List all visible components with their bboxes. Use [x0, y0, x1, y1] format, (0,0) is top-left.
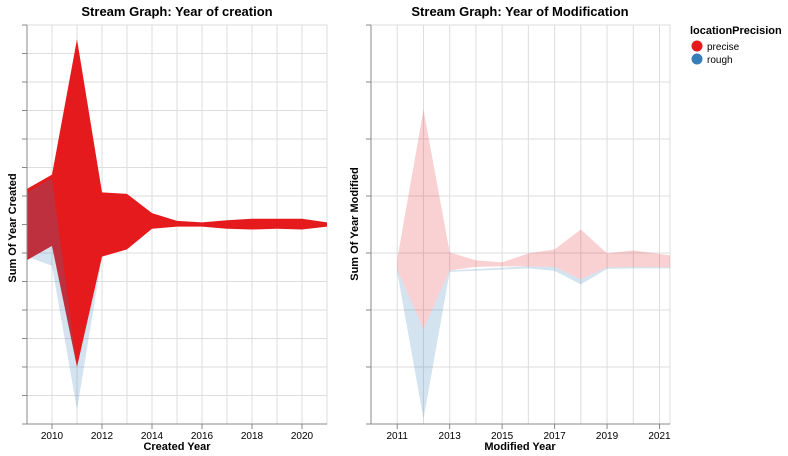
x-tick-label: 2014	[141, 431, 164, 442]
legend-label-rough: rough	[707, 55, 733, 66]
stream-area-precise[interactable]	[27, 39, 327, 368]
axes-modification: 2011 2013 2015 2017 2019 2021	[366, 24, 671, 442]
legend-item-precise[interactable]: precise	[691, 40, 740, 54]
x-axis-title-creation: Created Year	[143, 441, 211, 453]
legend-swatch-rough	[691, 53, 703, 65]
panel-year-of-creation: Stream Graph: Year of creation 2010 2012 2…	[7, 4, 328, 453]
stream-area-precise[interactable]	[397, 109, 670, 330]
x-tick-label: 2010	[41, 431, 64, 442]
chart-title-modification: Stream Graph: Year of Modification	[411, 4, 628, 19]
grid-modification	[370, 24, 671, 425]
stream-area-rough[interactable]	[27, 178, 127, 410]
x-axis-title-modification: Modified Year	[484, 441, 556, 453]
plot-area	[370, 24, 671, 425]
y-axis-title-modification: Sum Of Year Modified	[349, 167, 361, 281]
stream-area-rough[interactable]	[397, 266, 670, 419]
x-tick-label: 2018	[241, 431, 264, 442]
y-axis-title-creation: Sum Of Year Created	[7, 173, 19, 282]
x-tick-label: 2021	[648, 431, 671, 442]
axes-creation: 2010 2012 2014 2016 2018 2020	[22, 24, 327, 442]
x-tick-label: 2013	[439, 431, 462, 442]
x-tick-label: 2011	[386, 431, 408, 442]
areas-modification	[397, 109, 670, 419]
legend-item-rough[interactable]: rough	[691, 53, 733, 67]
legend-title: locationPrecision	[690, 25, 782, 37]
x-tick-label: 2019	[596, 431, 619, 442]
x-tick-label: 2017	[543, 431, 566, 442]
legend-label-precise: precise	[707, 42, 740, 53]
legend: locationPrecision precise rough	[690, 25, 782, 66]
legend-swatch-precise	[691, 40, 703, 52]
x-tick-label: 2020	[291, 431, 314, 442]
x-tick-label: 2016	[191, 431, 214, 442]
areas-creation	[27, 39, 327, 410]
x-tick-label: 2015	[491, 431, 514, 442]
panel-year-of-modification: Stream Graph: Year of Modification 2011 2…	[349, 4, 671, 453]
chart-title-creation: Stream Graph: Year of creation	[81, 4, 272, 19]
x-tick-label: 2012	[91, 431, 114, 442]
